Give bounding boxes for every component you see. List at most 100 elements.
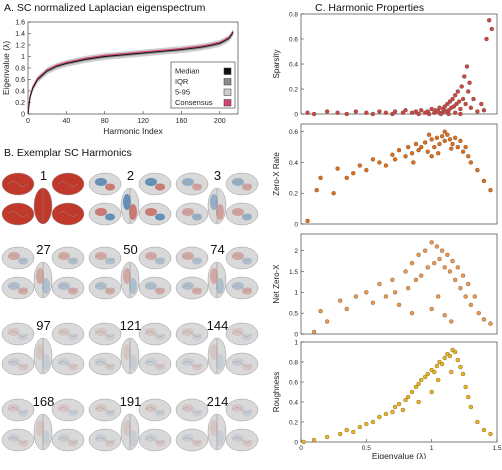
data-point [425, 371, 430, 377]
activation-blob [58, 434, 70, 442]
data-point [370, 111, 376, 117]
sulcus-line [57, 407, 79, 413]
data-point [449, 146, 454, 151]
activation-blob [42, 204, 50, 220]
data-point [488, 187, 493, 193]
sulcus-line [57, 361, 79, 367]
activation-blob [95, 404, 107, 412]
activation-blob [105, 287, 115, 295]
data-point [409, 389, 415, 395]
brain-views [88, 172, 172, 226]
sulcus-line [181, 181, 203, 187]
activation-blob [42, 430, 50, 446]
y-tick-label: 1 [21, 54, 25, 61]
brain-hemisphere [1, 276, 35, 300]
data-point [390, 409, 395, 415]
sulcus-line [144, 361, 166, 367]
activation-blob [123, 268, 131, 284]
data-point [442, 138, 447, 144]
harmonic-cell: 121 [87, 312, 174, 389]
data-point [463, 294, 468, 299]
data-point [437, 141, 442, 147]
harmonic-cell: 27 [0, 236, 87, 313]
y-tick-label: 0.4 [289, 61, 298, 68]
data-point [383, 163, 389, 168]
line-median [27, 32, 234, 115]
brain-hemisphere [175, 276, 209, 300]
sulcus-line [231, 285, 253, 291]
activation-blob [216, 354, 224, 370]
data-point [455, 357, 460, 363]
activation-blob [58, 328, 70, 336]
activation-blob [232, 282, 244, 290]
data-point [445, 252, 450, 258]
data-point [357, 424, 362, 430]
data-point [437, 105, 442, 110]
plot-frame [300, 233, 498, 335]
data-point [324, 109, 330, 114]
activation-blob [68, 363, 78, 371]
data-point [450, 96, 455, 102]
data-point [439, 361, 445, 367]
data-point [370, 419, 376, 425]
activation-blob [95, 358, 107, 366]
data-point [445, 101, 450, 107]
data-point [455, 144, 460, 150]
data-point [475, 419, 480, 425]
data-point [453, 110, 458, 115]
data-point [488, 431, 493, 437]
activation-blob [95, 282, 107, 290]
brain-hemisphere [225, 172, 259, 196]
brain-hemisphere [1, 352, 35, 376]
activation-blob [192, 183, 202, 191]
harmonic-number: 191 [119, 394, 142, 409]
data-point [405, 394, 411, 400]
brain-hemisphere [175, 398, 209, 422]
sulcus-line [94, 181, 116, 187]
x-tick-label: 1 [430, 445, 434, 452]
legend-label: IQR [175, 77, 189, 86]
data-point [466, 154, 471, 159]
brain-views [88, 398, 172, 452]
sulcus-line [181, 211, 203, 217]
activation-blob [105, 363, 115, 371]
activation-blob [155, 333, 165, 341]
legend-swatch [223, 78, 232, 86]
y-tick-label: 1.2 [15, 42, 25, 49]
sulcus-line [7, 361, 29, 367]
y-tick-label: 0 [294, 331, 298, 338]
harmonic-cell: 144 [174, 312, 261, 389]
data-point [446, 111, 451, 117]
data-point [377, 160, 382, 165]
activation-blob [210, 344, 218, 360]
activation-blob [216, 204, 224, 220]
data-point [455, 89, 460, 94]
brain-dorsal-view [33, 261, 53, 299]
legend-swatch [223, 67, 232, 75]
activation-blob [242, 183, 252, 191]
data-point [392, 290, 398, 295]
brain-hemisphere [88, 202, 122, 226]
activation-blob [18, 183, 28, 191]
data-point [377, 109, 382, 114]
data-point [422, 248, 428, 253]
y-tick-label: 0.8 [15, 65, 25, 72]
activation-blob [105, 333, 115, 341]
brain-views [1, 246, 85, 300]
data-point [305, 110, 310, 115]
data-point [419, 108, 424, 113]
legend-label: Consensus [175, 98, 213, 107]
data-point [364, 110, 369, 115]
data-point [409, 260, 415, 266]
data-point [458, 138, 463, 144]
activation-blob [123, 344, 131, 360]
sulcus-line [144, 181, 166, 187]
sulcus-line [181, 437, 203, 443]
brain-dorsal-view [120, 187, 140, 225]
activation-blob [8, 328, 20, 336]
brain-hemisphere [51, 172, 85, 196]
data-point [466, 281, 471, 287]
harmonic-cell: 168 [0, 388, 87, 465]
data-point [351, 429, 356, 435]
activation-blob [42, 278, 50, 294]
